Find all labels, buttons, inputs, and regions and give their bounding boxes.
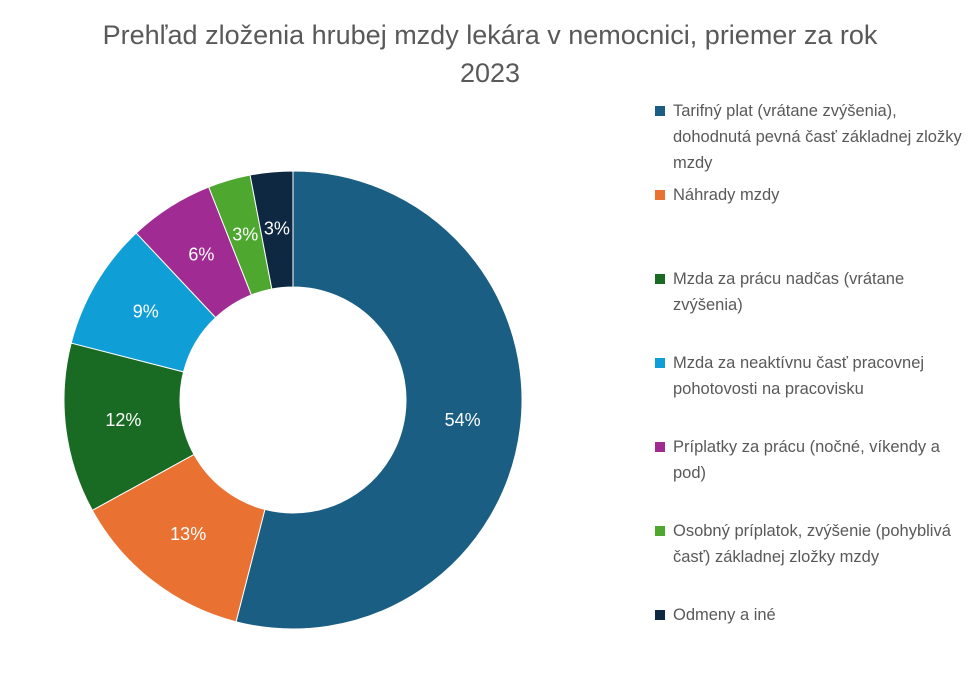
legend-entry: Príplatky za prácu (nočné, víkendy a pod…: [655, 434, 965, 486]
slice: [235, 170, 523, 630]
legend-label: Tarifný plat (vrátane zvýšenia), dohodnu…: [673, 102, 962, 172]
slice: [249, 170, 294, 290]
data-label: 3%: [264, 219, 290, 239]
legend-entry: Osobný príplatok, zvýšenie (pohyblivá ča…: [655, 518, 965, 570]
legend-entry: Mzda za neaktívnu časť pracovnej pohotov…: [655, 350, 965, 402]
legend-entry: Odmeny a iné: [655, 602, 965, 628]
legend-entry: Mzda za prácu nadčas (vrátane zvýšenia): [655, 266, 965, 318]
data-label: 3%: [232, 225, 258, 245]
legend-label: Príplatky za prácu (nočné, víkendy a pod…: [673, 438, 940, 482]
legend-label: Náhrady mzdy: [673, 186, 780, 204]
legend-label: Odmeny a iné: [673, 606, 776, 624]
legend-swatch: [655, 442, 665, 452]
legend-label: Mzda za neaktívnu časť pracovnej pohotov…: [673, 354, 925, 398]
chart-title: Prehľad zloženia hrubej mzdy lekára v ne…: [102, 20, 878, 88]
legend-swatch: [655, 526, 665, 536]
legend-swatch: [655, 106, 665, 116]
legend-swatch: [655, 610, 665, 620]
data-label: 6%: [188, 244, 214, 264]
data-label: 13%: [170, 524, 206, 544]
legend-swatch: [655, 190, 665, 200]
legend-entry: Tarifný plat (vrátane zvýšenia), dohodnu…: [655, 98, 965, 176]
legend-label: Mzda za prácu nadčas (vrátane zvýšenia): [673, 270, 905, 314]
legend-swatch: [655, 358, 665, 368]
data-label: 9%: [133, 302, 159, 322]
legend-label: Osobný príplatok, zvýšenie (pohyblivá ča…: [673, 522, 951, 566]
data-label: 54%: [445, 410, 481, 430]
legend-entry: Náhrady mzdy: [655, 182, 965, 208]
data-label: 12%: [105, 410, 141, 430]
legend-swatch: [655, 274, 665, 284]
